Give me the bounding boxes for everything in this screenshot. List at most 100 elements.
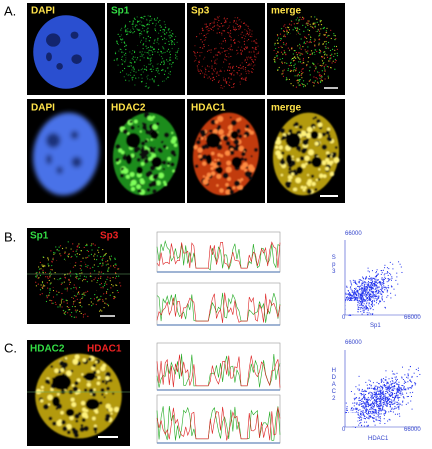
speckle [305,42,307,45]
scatter-dot [351,284,353,286]
blob [310,174,315,178]
speckle [133,50,136,52]
blob [314,141,319,146]
speckle [147,46,149,49]
speckle [254,64,256,66]
scatter-dot [367,403,369,405]
speckle [164,51,166,54]
scatter-dot [379,410,381,412]
scatter-dot [371,302,373,304]
scatter-dot [392,397,394,399]
axis-label: HDAC2 [331,368,337,403]
scatter-dot [358,307,360,309]
scatter-dot [397,387,399,389]
speckle [319,49,321,52]
speckle [228,66,230,68]
nucleolus [150,31,159,39]
scatter-dot [386,404,388,406]
speckle [114,51,117,53]
scatter-dot [411,375,413,377]
blob [95,360,98,364]
blob [307,149,314,156]
speckle [61,247,64,250]
speckle [326,36,328,38]
scatter-dot [401,388,403,390]
speckle [249,70,251,73]
blob [117,157,120,161]
scatter-dot [410,395,412,397]
speckle [177,49,179,51]
speckle [295,57,297,59]
scatter-dot [365,409,367,411]
blob [276,137,281,141]
speckle [51,269,53,271]
speckle [240,25,242,28]
scatter-dot [363,312,365,314]
speckle [121,41,123,44]
speckle [145,40,147,42]
scatter-dot [372,277,374,279]
nucleus [192,112,260,196]
speckle [57,306,59,308]
scatter-dot [393,288,395,290]
scatter-dot [382,278,384,280]
speckle [241,46,243,48]
speckle [75,276,77,278]
nucleus [35,241,122,318]
scatter-dot [366,411,368,413]
scatter-dot [363,395,365,397]
scatter-dot [378,383,380,385]
blob [325,158,330,163]
scatter-dot [404,381,406,383]
speckle [302,59,304,61]
blob [334,146,338,149]
speckle [309,80,311,82]
scatter-dot [372,412,374,414]
scatter-dot [366,407,368,409]
speckle [103,293,105,295]
scatter-dot [411,376,413,378]
scatter-dot [373,304,375,306]
speckle [43,266,45,268]
scatter-dot [362,280,364,282]
scatter-dot [409,366,411,368]
scatter-dot [379,282,381,284]
speckle [131,79,134,81]
blob [50,387,54,392]
blob [93,427,98,432]
speckle [68,306,70,309]
speckle [100,275,102,278]
speckle [148,57,150,60]
scatter-dot [383,279,385,281]
speckle [222,40,224,42]
speckle [244,35,247,37]
nucleus [32,112,100,196]
speckle [214,18,216,20]
blob [198,137,201,140]
blob [301,130,307,137]
speckle [233,20,235,22]
speckle [103,254,105,256]
speckle [42,265,44,267]
scatter-dot [363,425,365,427]
blob [306,181,310,186]
speckle [139,51,141,53]
scatter-dot [375,394,377,396]
speckle [119,35,121,38]
scatter-dot [363,284,365,286]
speckle [321,55,323,58]
scatter-dot [359,288,361,290]
scatter-dot [367,424,369,426]
speckle [146,29,148,31]
speckle [140,69,142,71]
scatter-dot [384,423,386,425]
scatter-dot [385,402,387,404]
blob [227,177,231,181]
speckle [162,38,164,41]
scatter-dot [363,310,365,312]
scatter-dot [358,404,360,406]
speckle [200,39,202,41]
scatter-dot [366,283,368,285]
speckle [110,265,112,267]
scatter-dot [357,297,359,299]
